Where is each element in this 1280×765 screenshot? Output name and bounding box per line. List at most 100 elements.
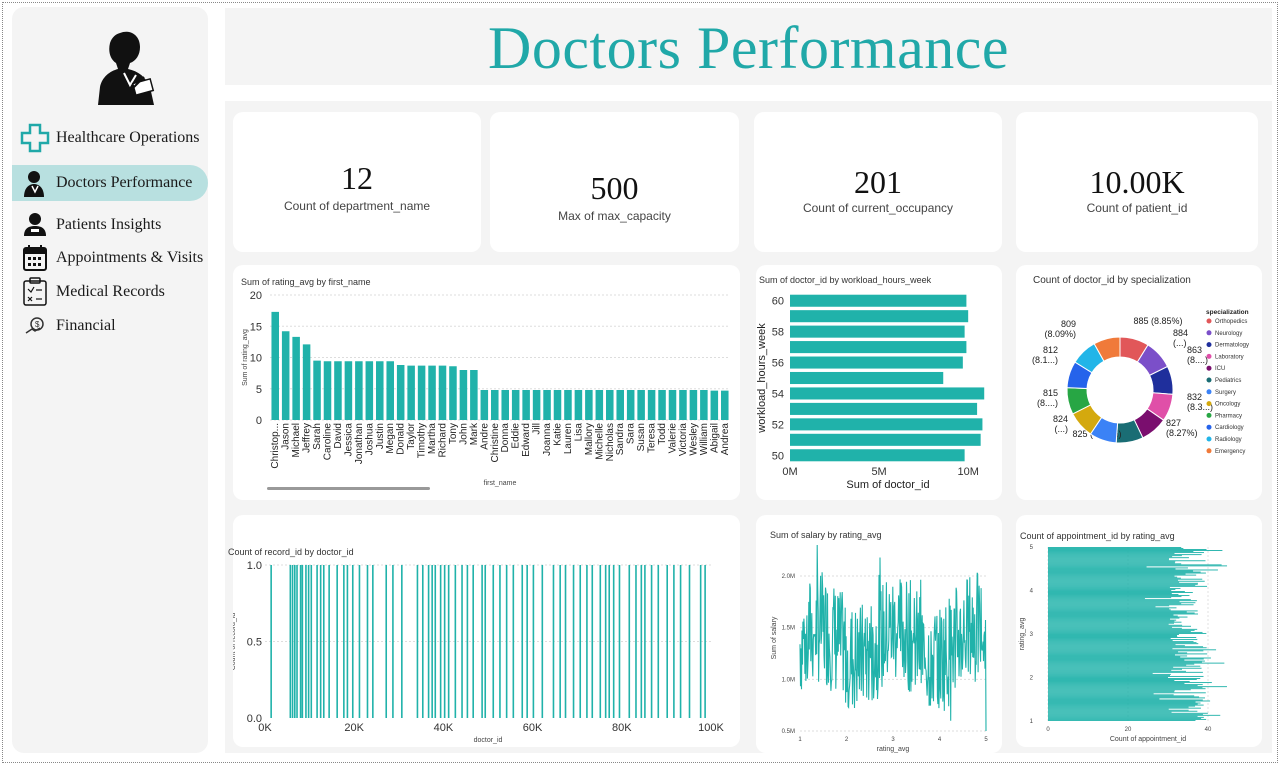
- bar: [302, 344, 311, 420]
- bar: [1048, 610, 1198, 612]
- y-tick-label: 58: [772, 327, 784, 339]
- bar: [1048, 654, 1175, 656]
- y-axis-label: rating_avg: [1019, 618, 1026, 651]
- bar: [417, 365, 426, 420]
- bar: [1048, 593, 1172, 594]
- bar: [1048, 640, 1173, 642]
- x-tick-label: William: [699, 423, 710, 455]
- bar: [1048, 592, 1193, 593]
- bar: [790, 310, 969, 323]
- bar: [1048, 678, 1201, 679]
- y-tick-label: 4: [1030, 589, 1034, 595]
- page-header: Doctors Performance: [225, 8, 1272, 85]
- bar: [1048, 705, 1196, 707]
- bar: [1048, 567, 1188, 569]
- x-tick-label: Jeffrey: [302, 423, 313, 453]
- y-tick-label: 5: [1030, 545, 1034, 551]
- x-tick-label: Wesley: [688, 423, 699, 456]
- bar: [491, 390, 499, 420]
- bar: [431, 565, 433, 718]
- bar: [595, 390, 604, 420]
- chart-card-rating-by-name[interactable]: Sum of rating_avg by first_name 0 5 10 15 20…: [233, 265, 740, 500]
- bar: [790, 433, 981, 446]
- bar: [1048, 558, 1169, 560]
- chart-card-records[interactable]: Count of record_id by doctor_id 0.0 0.5 1.…: [228, 515, 740, 747]
- bar: [1048, 586, 1170, 588]
- x-tick-label: Christop...: [270, 423, 281, 469]
- bar: [1048, 666, 1174, 668]
- bar: [579, 565, 582, 718]
- x-tick-label: Joanna: [542, 423, 553, 456]
- nav-label: Appointments & Visits: [56, 249, 204, 266]
- bar: [1048, 588, 1176, 590]
- chart-title: Count of appointment_id by rating_avg: [1020, 531, 1175, 541]
- patient-icon: [18, 210, 52, 240]
- y-tick-label: 1.5M: [782, 626, 795, 632]
- legend-entry: Neurology: [1215, 331, 1242, 337]
- bar: [499, 565, 501, 718]
- bar: [790, 418, 983, 431]
- bar: [1048, 597, 1172, 599]
- bar: [1048, 574, 1197, 576]
- bar: [466, 565, 469, 718]
- bar: [1048, 683, 1185, 685]
- bar: [1048, 664, 1187, 666]
- nav-label: Financial: [56, 317, 116, 334]
- bar: [1048, 601, 1180, 603]
- bar: [1048, 681, 1190, 683]
- bar: [1048, 583, 1198, 585]
- bar: [1048, 682, 1212, 684]
- bar: [1048, 556, 1173, 558]
- kpi-card-capacity[interactable]: 500 Max of max_capacity: [490, 112, 739, 252]
- bar: [358, 565, 361, 718]
- nav-doctors-performance[interactable]: Doctors Performance: [12, 165, 208, 201]
- bar: [699, 565, 702, 718]
- nav-healthcare-operations[interactable]: Healthcare Operations: [12, 120, 208, 156]
- bar: [599, 565, 602, 718]
- kpi-card-occupancy[interactable]: 201 Count of current_occupancy: [754, 112, 1002, 252]
- nav-label: Patients Insights: [56, 216, 162, 233]
- kpi-label: Count of current_occupancy: [802, 201, 954, 215]
- x-tick-label: 5M: [871, 466, 886, 478]
- rating-by-name-chart: 0 5 10 15 20 Sum of rating_avg Christop... Jaso…: [242, 290, 731, 490]
- svg-text:$: $: [35, 320, 40, 329]
- bar: [434, 565, 437, 718]
- bar: [564, 390, 572, 420]
- bar: [559, 565, 561, 718]
- bar: [1048, 596, 1182, 598]
- bar: [628, 565, 631, 718]
- nav-medical-records[interactable]: Medical Records: [12, 274, 208, 310]
- bar: [1048, 607, 1177, 609]
- records-chart: 0.0 0.5 1.0 0K 20K 40K 60K 80K 100K doctor_id Coun…: [233, 560, 725, 744]
- bar: [564, 565, 567, 718]
- nav-appointments-visits[interactable]: Appointments & Visits: [12, 240, 208, 276]
- bar: [1048, 673, 1171, 675]
- nav-patients-insights[interactable]: Patients Insights: [12, 207, 208, 243]
- bar: [647, 390, 656, 420]
- x-tick-label: Sara: [626, 423, 637, 445]
- kpi-card-patients[interactable]: 10.00K Count of patient_id: [1016, 112, 1258, 252]
- x-tick-label: Abigail: [709, 423, 720, 453]
- chart-card-specialization[interactable]: Count of doctor_id by specialization 885…: [1016, 265, 1262, 500]
- legend-swatch: [1206, 401, 1212, 407]
- nav-label: Doctors Performance: [56, 174, 193, 191]
- bar: [511, 390, 520, 420]
- bar: [443, 565, 446, 718]
- bar: [1048, 645, 1185, 647]
- bar: [1048, 569, 1218, 571]
- y-tick-label: 0.5M: [782, 729, 795, 735]
- page-title: Doctors Performance: [488, 15, 1009, 81]
- bar: [1048, 680, 1175, 681]
- chart-card-appointments[interactable]: Count of appointment_id by rating_avg 0 2…: [1016, 515, 1262, 747]
- bar: [1048, 639, 1198, 641]
- bar: [291, 565, 294, 718]
- kpi-card-department[interactable]: 12 Count of department_name: [233, 112, 481, 252]
- bar: [1048, 691, 1175, 693]
- chart-card-workload[interactable]: Sum of doctor_id by workload_hours_week …: [756, 265, 1002, 500]
- bar: [635, 565, 637, 718]
- y-axis-label: Count of record_id: [233, 613, 237, 671]
- chart-card-salary[interactable]: Sum of salary by rating_avg 0.5M 1.0M 1.5M…: [756, 515, 1002, 753]
- bar: [296, 565, 298, 718]
- nav-financial[interactable]: $ Financial: [12, 308, 208, 344]
- nav-label: Medical Records: [56, 283, 165, 300]
